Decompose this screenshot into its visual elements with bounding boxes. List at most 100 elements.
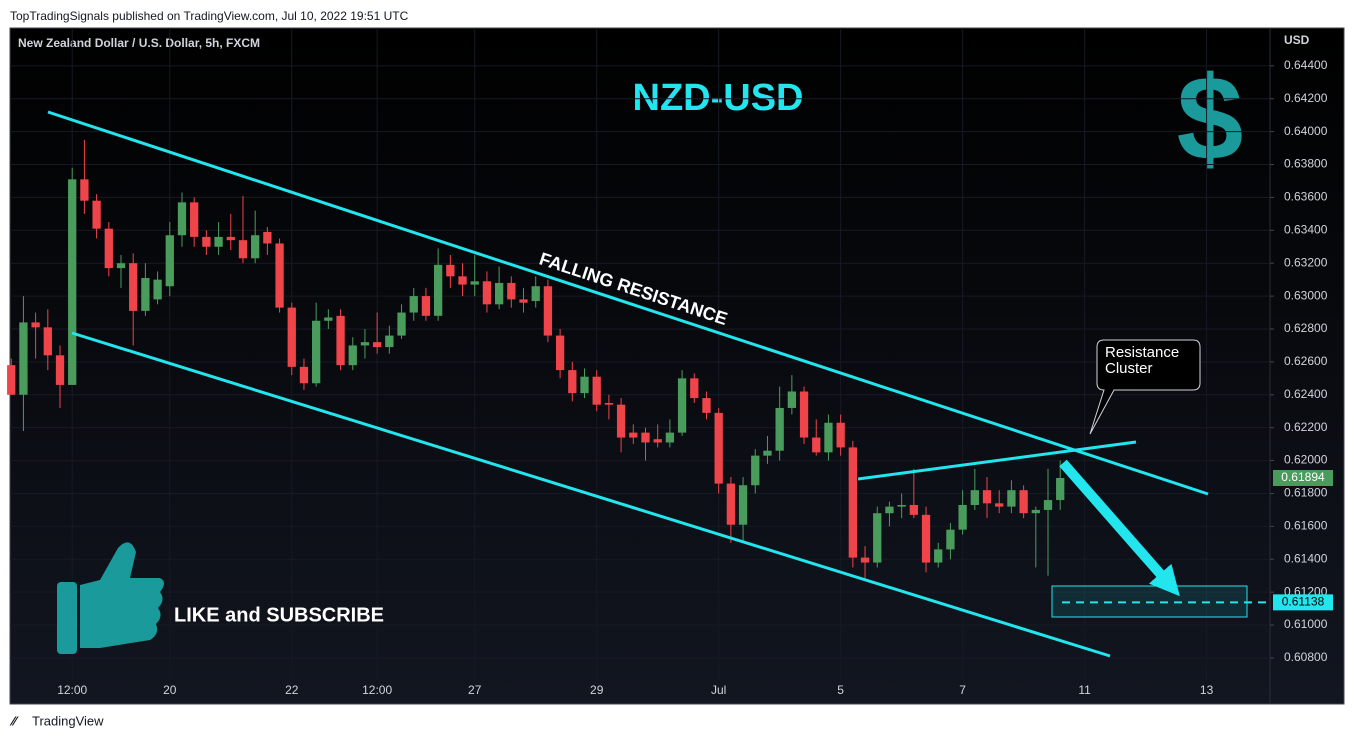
candle-body: [92, 200, 101, 229]
candle-body: [446, 264, 455, 277]
candle-body: [848, 447, 857, 558]
candle-body: [153, 279, 162, 300]
thumbs-up-icon: [57, 542, 164, 654]
candle-body: [507, 282, 516, 300]
candle-body: [214, 236, 223, 247]
target-price-label: 0.61138: [1282, 595, 1325, 609]
candle-body: [470, 281, 479, 285]
candle-body: [641, 432, 650, 443]
candle-body: [604, 403, 614, 405]
candle-body: [177, 202, 187, 236]
y-tick-label: 0.63800: [1284, 157, 1328, 171]
candle-body: [543, 286, 553, 336]
y-tick-label: 0.62000: [1284, 453, 1328, 467]
y-axis-label: USD: [1284, 33, 1310, 47]
dollar-icon: $: [1177, 52, 1244, 186]
candle-body: [702, 398, 711, 413]
candle-body: [995, 503, 1004, 507]
candle-body: [43, 327, 52, 356]
header: TopTradingSignals published on TradingVi…: [10, 9, 409, 23]
y-tick-label: 0.63000: [1284, 288, 1328, 302]
candle-body: [1056, 478, 1065, 501]
candle-body: [116, 263, 126, 269]
candle-body: [592, 376, 601, 405]
candle-body: [385, 335, 394, 348]
candle-body: [934, 549, 943, 563]
candle-body: [397, 312, 406, 336]
target-price-box: [1273, 594, 1333, 611]
candle-body: [738, 485, 748, 525]
candle-body: [19, 322, 28, 395]
candle-body: [1043, 500, 1053, 510]
chart-title: NZD-USD: [633, 77, 804, 119]
candle-body: [421, 296, 431, 316]
candle-body: [494, 282, 504, 305]
candle-body: [190, 202, 199, 237]
candle-body: [7, 365, 16, 395]
candle-body: [55, 355, 65, 385]
y-tick-label: 0.64200: [1284, 91, 1328, 105]
y-tick-label: 0.61800: [1284, 486, 1328, 500]
x-tick-label: 12:00: [362, 683, 392, 697]
candle-body: [726, 483, 736, 525]
candle-body: [958, 504, 967, 530]
candle-body: [714, 412, 723, 484]
candle-body: [226, 236, 235, 241]
candle-body: [1019, 490, 1028, 514]
candle-body: [653, 439, 662, 443]
y-tick-label: 0.63600: [1284, 190, 1328, 204]
y-tick-label: 0.62400: [1284, 387, 1328, 401]
candle-body: [68, 179, 77, 385]
x-tick-label: 5: [837, 683, 844, 697]
candle-body: [372, 342, 382, 348]
candle-body: [409, 296, 418, 313]
candle-body: [873, 513, 882, 563]
y-tick-label: 0.61600: [1284, 519, 1328, 533]
x-tick-label: 20: [163, 683, 177, 697]
x-tick-label: 13: [1200, 683, 1214, 697]
candle-body: [433, 264, 443, 316]
candle-body: [690, 378, 699, 399]
x-tick-label: 7: [959, 683, 966, 697]
candle-body: [860, 557, 870, 563]
y-tick-label: 0.63400: [1284, 222, 1328, 236]
y-tick-label: 0.61000: [1284, 617, 1328, 631]
candle-body: [141, 278, 150, 311]
candle-body: [568, 370, 577, 394]
candle-body: [104, 228, 113, 269]
x-tick-label: 27: [468, 683, 482, 697]
candle-body: [751, 455, 760, 486]
y-tick-label: 0.61400: [1284, 551, 1328, 565]
candle-body: [519, 299, 528, 303]
footer-logo: ⁄⁄: [9, 713, 19, 728]
candle-body: [31, 322, 40, 328]
y-tick-label: 0.63200: [1284, 255, 1328, 269]
candle-body: [324, 317, 333, 321]
candle-body: [836, 422, 845, 448]
subscribe-label: LIKE and SUBSCRIBE: [174, 604, 384, 626]
candles: [7, 28, 1270, 680]
candle-body: [799, 391, 809, 438]
candle-body: [897, 504, 906, 507]
candle-body: [629, 432, 638, 438]
callout: [1089, 339, 1201, 435]
candle-body: [763, 450, 772, 456]
candle-body: [238, 240, 248, 259]
last-price-label: 0.61894: [1281, 470, 1325, 484]
candle-body: [824, 422, 833, 453]
candle-body: [458, 276, 467, 285]
last-price-box: [1273, 470, 1333, 487]
candle-body: [129, 263, 138, 311]
x-tick-label: 29: [590, 683, 604, 697]
y-tick-label: 0.62200: [1284, 420, 1328, 434]
x-tick-label: 12:00: [57, 683, 87, 697]
candle-body: [287, 307, 296, 367]
y-tick-label: 0.62800: [1284, 321, 1328, 335]
candle-body: [775, 407, 784, 451]
candle-body: [202, 236, 211, 247]
chart-subtitle: New Zealand Dollar / U.S. Dollar, 5h, FX…: [18, 36, 260, 50]
candle-body: [1007, 490, 1016, 507]
candle-body: [787, 391, 797, 408]
footer: TradingView: [32, 713, 104, 728]
